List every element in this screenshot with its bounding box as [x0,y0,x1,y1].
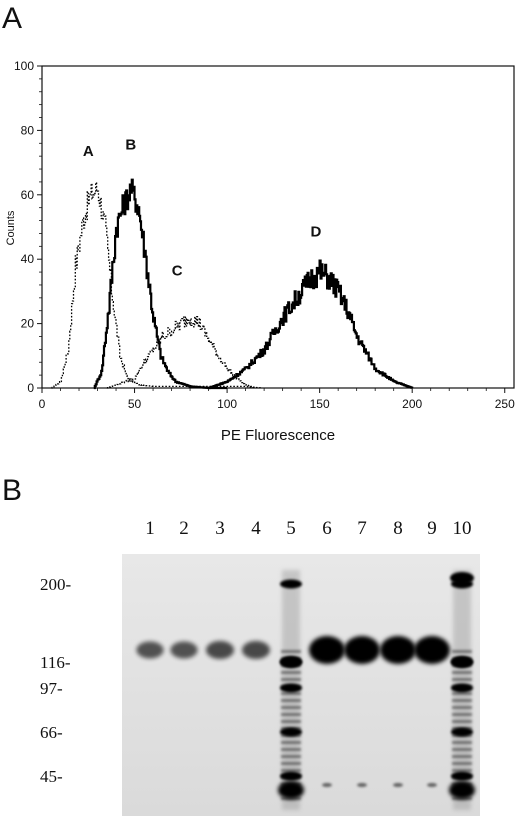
x-tick-label: 150 [310,397,330,411]
gel-bands [136,570,475,810]
series-a-line [51,181,262,389]
lane-5-ladder-band [281,692,301,695]
peak-label-c: C [172,262,183,279]
mw-marker-116: 116- [40,653,71,672]
lane-5-band-main [280,656,302,668]
lane-5-marker-band-66 [280,727,302,737]
lane-10-ladder-band [452,692,472,695]
peak-label-a: A [83,143,94,160]
mw-marker-45: 45- [40,767,63,786]
lane-5-ladder-band [281,720,301,723]
lane-10-ladder-band [452,769,472,772]
lane-6-band [309,636,345,664]
lane-label-3: 3 [215,518,225,539]
x-axis: 0 50 100 150 200 250 [39,388,515,411]
lane-10-ladder-band [452,699,472,702]
lane-label-5: 5 [286,518,296,539]
y-axis: 0 20 40 60 80 100 [14,59,42,395]
y-tick-label: 80 [21,123,35,137]
y-axis-title: Counts [5,210,17,245]
series-c-line [106,316,256,389]
lane-9-band [414,636,450,664]
lane-10-ladder-band [452,678,472,681]
peak-labels: A B C D [83,137,322,280]
lane-8-minor-band [393,783,403,787]
lane-2-band [170,641,198,659]
lane-10-ladder-band [452,748,472,751]
lane-10-ladder-band [452,762,472,765]
lane-label-1: 1 [145,518,155,539]
lane-5-ladder-band [281,762,301,765]
lane-label-8: 8 [393,518,403,539]
peak-label-d: D [311,224,322,241]
lane-5-ladder-band [281,678,301,681]
lane-7-minor-band [357,783,367,787]
y-tick-label: 60 [21,188,35,202]
series-layer [51,178,414,390]
x-tick-label: 100 [217,397,237,411]
peak-label-b: B [125,137,136,154]
lane-1-band [136,641,164,659]
lane-label-2: 2 [179,518,189,539]
lane-label-4: 4 [251,518,261,539]
lane-5-ladder-band [281,713,301,716]
lane-10-ladder-band [452,755,472,758]
lane-9-minor-band [427,783,437,787]
x-tick-label: 200 [402,397,422,411]
lane-3-band [206,641,234,659]
lane-5-marker-band-200 [280,579,302,589]
lane-10-marker-band-45 [451,771,473,781]
series-b-line [93,178,228,390]
lane-10-band-main [451,656,473,668]
lane-5-ladder-band [281,741,301,744]
lane-5-ladder-band [281,650,301,653]
molecular-weight-markers: 200- 116- 97- 66- 45- [40,575,72,786]
flow-cytometry-histogram: 0 50 100 150 200 250 0 20 40 60 80 100 A B C D PE Flu… [5,59,515,444]
lane-5-front-band [278,781,304,799]
lane-5-ladder-band [281,671,301,674]
lane-5-ladder-band [281,706,301,709]
mw-marker-97: 97- [40,679,63,698]
lane-7-band [344,636,380,664]
western-blot: 1 2 3 4 5 6 7 8 9 10 200- 116- 97- 66- 45- [40,518,480,816]
lane-5-ladder-band [281,699,301,702]
lane-10-ladder-band [452,706,472,709]
lane-10-ladder-band [452,720,472,723]
x-tick-label: 0 [39,397,46,411]
lane-10-ladder-band [452,741,472,744]
panel-b-label: B [2,474,23,507]
lane-5-marker-band-97 [280,683,302,693]
mw-marker-66: 66- [40,723,63,742]
lane-6-minor-band [322,783,332,787]
series-d-line [208,259,414,390]
lane-5-ladder-band [281,769,301,772]
plot-frame [41,65,515,389]
lane-labels: 1 2 3 4 5 6 7 8 9 10 [145,518,471,539]
lane-10-front-band [449,781,475,799]
y-tick-label: 20 [21,317,35,331]
lane-5-ladder-band [281,755,301,758]
lane-10-top-band [450,572,474,584]
lane-5-marker-band-45 [280,771,302,781]
lane-label-9: 9 [427,518,437,539]
lane-label-6: 6 [322,518,332,539]
lane-10-ladder-band [452,671,472,674]
lane-10-marker-band-66 [451,727,473,737]
x-axis-title: PE Fluorescence [221,427,335,444]
x-tick-label: 50 [128,397,142,411]
panel-a-label: A [2,2,23,35]
y-tick-label: 0 [27,381,34,395]
x-tick-label: 250 [495,397,515,411]
lane-4-band [242,641,270,659]
lane-label-10: 10 [453,518,472,539]
mw-marker-200: 200- [40,575,72,594]
lane-10-marker-band-97 [451,683,473,693]
lane-5-ladder-band [281,748,301,751]
y-tick-label: 100 [14,59,34,73]
lane-label-7: 7 [357,518,367,539]
lane-10-ladder-band [452,713,472,716]
y-tick-label: 40 [21,252,35,266]
lane-8-band [380,636,416,664]
lane-10-ladder-band [452,650,472,653]
